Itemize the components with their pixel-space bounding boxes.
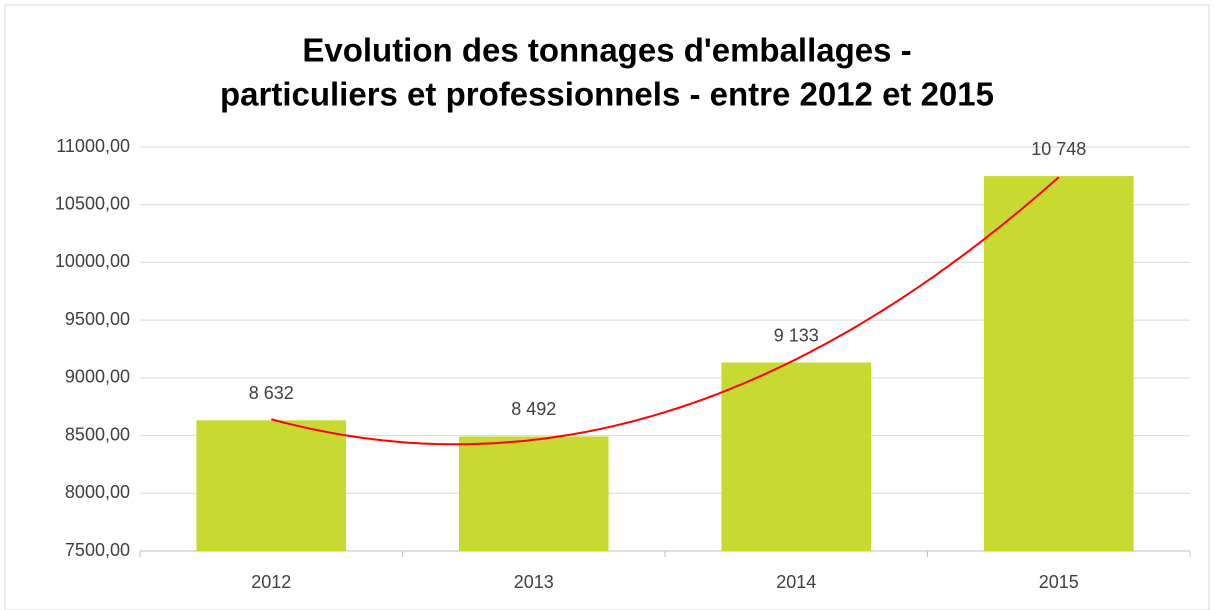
x-tick-label: 2015 <box>1039 572 1079 592</box>
data-label: 10 748 <box>1031 139 1086 159</box>
y-tick-label: 10000,00 <box>55 251 130 271</box>
x-tick-label: 2014 <box>776 572 816 592</box>
data-label: 8 492 <box>511 399 556 419</box>
bar <box>458 436 609 551</box>
x-tick-label: 2013 <box>514 572 554 592</box>
y-tick-label: 9000,00 <box>65 367 130 387</box>
y-tick-label: 9500,00 <box>65 309 130 329</box>
x-tick-label: 2012 <box>251 572 291 592</box>
y-tick-label: 11000,00 <box>56 136 130 156</box>
bar <box>196 420 347 551</box>
bar <box>721 362 872 551</box>
chart-title: particuliers et professionnels - entre 2… <box>220 76 994 113</box>
trendline <box>271 176 1060 446</box>
y-tick-label: 8500,00 <box>65 424 130 444</box>
y-tick-label: 10500,00 <box>55 193 130 213</box>
y-tick-label: 8000,00 <box>65 482 130 502</box>
chart-title: Evolution des tonnages d'emballages - <box>302 32 911 69</box>
data-label: 8 632 <box>249 383 294 403</box>
y-tick-label: 7500,00 <box>65 540 130 560</box>
data-label: 9 133 <box>774 325 819 345</box>
bar <box>983 176 1134 551</box>
